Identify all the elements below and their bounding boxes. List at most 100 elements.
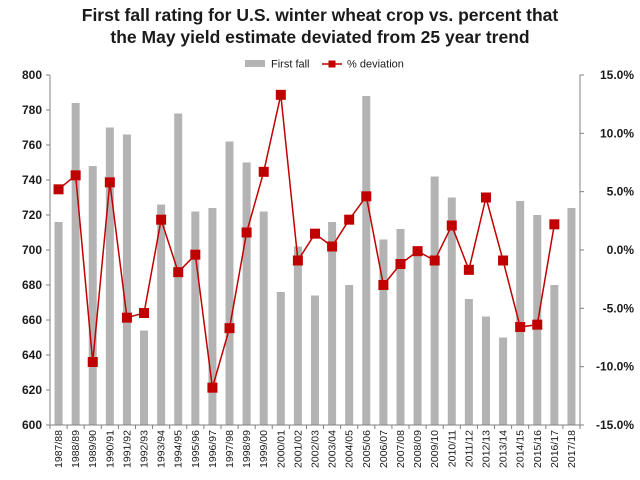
bar (362, 96, 371, 425)
x-tick-label: 2010/11 (446, 430, 458, 467)
bar (225, 141, 234, 425)
bar (481, 316, 490, 425)
x-tick-label: 2017/18 (566, 430, 578, 468)
right-tick-label: 10.0% (600, 126, 634, 140)
bar (208, 208, 217, 425)
x-tick-label: 2006/07 (378, 430, 390, 468)
deviation-point (173, 267, 184, 278)
x-tick-label: 2005/06 (361, 430, 373, 468)
x-tick-label: 2014/15 (515, 430, 527, 468)
bar (122, 134, 131, 425)
bar (88, 166, 97, 425)
left-tick-label: 800 (22, 68, 42, 82)
x-tick-label: 1989/90 (87, 430, 99, 468)
x-tick-label: 2004/05 (344, 430, 356, 468)
deviation-point (515, 322, 526, 332)
bar (345, 285, 354, 425)
x-tick-label: 2013/14 (498, 430, 510, 468)
x-tick-label: 1992/93 (139, 430, 151, 468)
x-tick-label: 1988/89 (70, 430, 82, 468)
deviation-point (121, 312, 132, 323)
bar (157, 204, 166, 425)
left-tick-label: 640 (22, 348, 42, 362)
x-tick-label: 2002/03 (310, 430, 322, 468)
deviation-point (412, 246, 423, 257)
bar (430, 176, 439, 425)
deviation-point (139, 308, 150, 318)
bar (293, 246, 302, 425)
deviation-point (53, 184, 64, 195)
left-tick-label: 720 (22, 208, 42, 222)
bar (311, 295, 319, 425)
deviation-point (190, 249, 201, 260)
right-tick-label: -10.0% (596, 360, 634, 374)
bar (413, 250, 422, 425)
x-tick-label: 1997/98 (224, 430, 236, 468)
x-tick-label: 2008/09 (412, 430, 424, 468)
bar (464, 299, 473, 425)
right-tick-label: 5.0% (607, 185, 635, 199)
deviation-point (429, 255, 440, 266)
deviation-point (344, 214, 355, 225)
deviation-point (275, 89, 286, 100)
bar (71, 103, 80, 425)
left-tick-label: 760 (22, 138, 42, 152)
bar (447, 197, 456, 425)
x-tick-label: 1993/94 (156, 430, 168, 468)
bar (105, 127, 114, 425)
deviation-point (104, 177, 115, 188)
x-tick-label: 1990/91 (104, 430, 116, 468)
deviation-point (310, 228, 320, 239)
x-tick-label: 1994/95 (173, 430, 185, 468)
legend-label-deviation: % deviation (347, 59, 404, 71)
x-tick-label: 2009/10 (429, 430, 441, 468)
deviation-point (532, 319, 543, 330)
deviation-point (446, 220, 457, 231)
bar (499, 337, 508, 425)
bar-series (54, 96, 576, 425)
x-tick-label: 2015/16 (532, 430, 544, 468)
bar (550, 285, 559, 425)
right-tick-label: -5.0% (603, 301, 635, 315)
x-tick-label: 2007/08 (395, 430, 407, 468)
x-tick-label: 2012/13 (480, 430, 492, 468)
left-tick-label: 780 (22, 103, 42, 117)
legend-swatch-marker (328, 60, 336, 68)
deviation-point (224, 323, 235, 334)
bar (242, 162, 251, 425)
deviation-point (549, 219, 560, 230)
chart-title-line-2: the May yield estimate deviated from 25 … (110, 27, 530, 47)
left-tick-label: 600 (22, 418, 42, 432)
line-series (53, 89, 560, 393)
bar (259, 211, 268, 425)
deviation-point (498, 255, 509, 266)
x-tick-label: 2011/12 (463, 430, 475, 467)
legend-swatch-first-fall (245, 60, 265, 67)
right-tick-label: -15.0% (596, 418, 634, 432)
bar (276, 292, 285, 425)
deviation-point (395, 259, 406, 269)
deviation-point (480, 192, 491, 203)
deviation-point (292, 255, 303, 266)
deviation-point (463, 264, 474, 275)
bar (396, 229, 405, 425)
deviation-point (70, 170, 81, 181)
deviation-point (87, 357, 98, 367)
x-tick-label: 1995/96 (190, 430, 202, 468)
deviation-point (258, 166, 269, 177)
bar (140, 330, 149, 425)
bar (567, 208, 576, 425)
bar (379, 239, 388, 425)
x-tick-label: 1999/00 (258, 430, 270, 468)
x-tick-label: 1996/97 (207, 430, 219, 468)
x-tick-label: 1987/88 (53, 430, 65, 468)
left-tick-label: 700 (22, 243, 42, 257)
x-tick-label: 2001/02 (292, 430, 304, 468)
axes: 600 620 640 660 680 700 720 740 760 780 800 -15.0% -… (22, 68, 634, 468)
x-tick-label: 1991/92 (121, 430, 133, 468)
deviation-line (58, 94, 556, 388)
x-tick-label: 2016/17 (549, 430, 561, 468)
bar (191, 211, 200, 425)
left-tick-label: 740 (22, 173, 42, 187)
